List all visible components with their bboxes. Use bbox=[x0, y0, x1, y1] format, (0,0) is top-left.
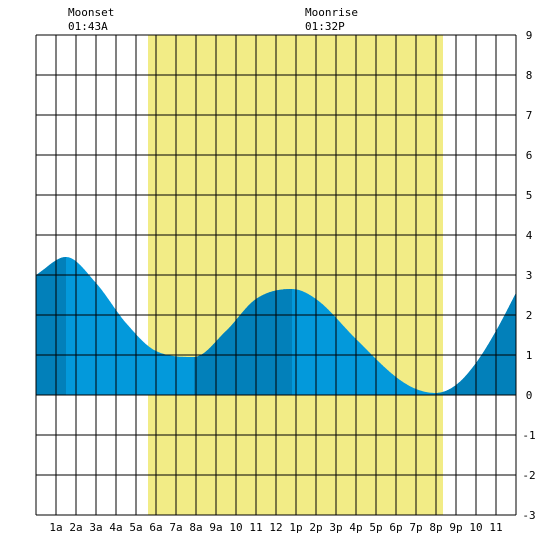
y-tick-label: -3 bbox=[522, 509, 535, 522]
x-tick-label: 11 bbox=[489, 521, 502, 534]
x-tick-label: 10 bbox=[229, 521, 242, 534]
x-tick-label: 1a bbox=[49, 521, 62, 534]
x-tick-label: 6a bbox=[149, 521, 162, 534]
y-tick-label: 6 bbox=[526, 149, 533, 162]
x-tick-label: 1p bbox=[289, 521, 302, 534]
y-tick-label: -2 bbox=[522, 469, 535, 482]
x-tick-label: 4p bbox=[349, 521, 362, 534]
x-tick-label: 11 bbox=[249, 521, 262, 534]
moonrise-time: 01:32P bbox=[305, 20, 345, 33]
y-tick-label: 0 bbox=[526, 389, 533, 402]
x-tick-label: 6p bbox=[389, 521, 402, 534]
x-tick-label: 10 bbox=[469, 521, 482, 534]
x-tick-label: 3a bbox=[89, 521, 102, 534]
y-tick-label: 3 bbox=[526, 269, 533, 282]
x-tick-label: 7p bbox=[409, 521, 422, 534]
x-tick-labels: 1a 2a 3a 4a 5a 6a 7a 8a 9a 10 11 12 1p 2p 3p 4p 5p 6p 7p 8p… bbox=[49, 521, 502, 534]
y-tick-label: 5 bbox=[526, 189, 533, 202]
y-tick-label: 2 bbox=[526, 309, 533, 322]
x-tick-label: 2a bbox=[69, 521, 82, 534]
y-tick-label: -1 bbox=[522, 429, 535, 442]
moonrise-title: Moonrise bbox=[305, 6, 358, 19]
tide-fill-dark-segment bbox=[36, 257, 66, 395]
y-tick-label: 7 bbox=[526, 109, 533, 122]
x-tick-label: 8p bbox=[429, 521, 442, 534]
y-tick-label: 8 bbox=[526, 69, 533, 82]
x-tick-label: 4a bbox=[109, 521, 122, 534]
x-tick-label: 9a bbox=[209, 521, 222, 534]
moonset-title: Moonset bbox=[68, 6, 114, 19]
x-tick-label: 5p bbox=[369, 521, 382, 534]
y-tick-labels: -3 -2 -1 0 1 2 3 4 5 6 7 8 9 bbox=[522, 29, 535, 522]
grid-lines bbox=[35, 34, 517, 516]
x-tick-label: 12 bbox=[269, 521, 282, 534]
x-tick-label: 8a bbox=[189, 521, 202, 534]
y-tick-label: 9 bbox=[526, 29, 533, 42]
x-tick-label: 9p bbox=[449, 521, 462, 534]
x-tick-label: 2p bbox=[309, 521, 322, 534]
y-tick-label: 1 bbox=[526, 349, 533, 362]
y-tick-label: 4 bbox=[526, 229, 533, 242]
x-tick-label: 3p bbox=[329, 521, 342, 534]
x-tick-label: 5a bbox=[129, 521, 142, 534]
moonset-time: 01:43A bbox=[68, 20, 108, 33]
x-tick-label: 7a bbox=[169, 521, 182, 534]
